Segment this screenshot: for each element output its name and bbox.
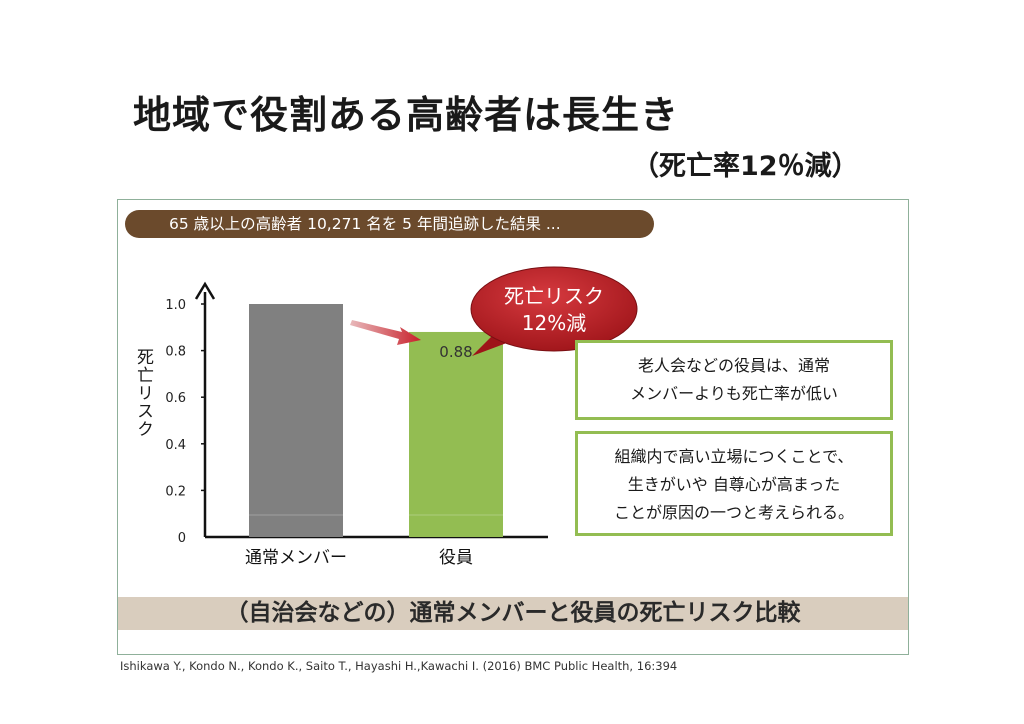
citation: Ishikawa Y., Kondo N., Kondo K., Saito T… xyxy=(120,659,678,673)
callout-line1: 死亡リスク xyxy=(504,284,604,308)
page-subtitle: （死亡率12％減） xyxy=(632,151,859,182)
y-tick-label: 0.4 xyxy=(165,438,186,453)
y-tick-label: 0.2 xyxy=(165,484,186,499)
y-tick-label: 0.6 xyxy=(165,391,186,406)
y-tick-label: 0.8 xyxy=(165,345,186,360)
note-box-reason: 組織内で高い立場につくことで、 生きがいや 自尊心が高まった ことが原因の一つと… xyxy=(575,431,893,536)
chart-labels: 0 0.2 0.4 0.6 0.8 1.0 通常メンバー 役員 0.88 xyxy=(165,298,473,568)
page-title: 地域で役割ある高齢者は長生き xyxy=(133,93,680,137)
note-line: ことが原因の一つと考えられる。 xyxy=(613,503,854,522)
note-line: 組織内で高い立場につくことで、 xyxy=(614,447,854,466)
note-line: 老人会などの役員は、通常 xyxy=(637,356,830,375)
y-axis-label: 死亡リスク xyxy=(133,348,153,438)
study-banner: 65 歳以上の高齢者 10,271 名を 5 年間追跡した結果 ... xyxy=(125,210,654,238)
x-category-label: 通常メンバー xyxy=(245,548,347,568)
risk-callout: 死亡リスク 12%減 xyxy=(470,266,638,356)
bottom-caption: （自治会などの）通常メンバーと役員の死亡リスク比較 xyxy=(118,597,908,630)
comparison-arrow xyxy=(350,320,421,345)
bar-value-label: 0.88 xyxy=(439,343,472,361)
note-box-officers: 老人会などの役員は、通常 メンバーよりも死亡率が低い xyxy=(575,340,893,420)
note-line: 生きがいや 自尊心が高まった xyxy=(627,475,841,494)
y-axis-arrow xyxy=(194,281,216,300)
note-line: メンバーよりも死亡率が低い xyxy=(630,384,838,403)
x-category-label: 役員 xyxy=(439,548,473,568)
chart-bars xyxy=(249,304,503,537)
bar-regular-member xyxy=(249,304,343,537)
callout-line2: 12%減 xyxy=(522,311,586,335)
y-tick-label: 1.0 xyxy=(165,298,186,313)
y-tick-label: 0 xyxy=(178,531,186,546)
bar-officer xyxy=(409,331,503,537)
